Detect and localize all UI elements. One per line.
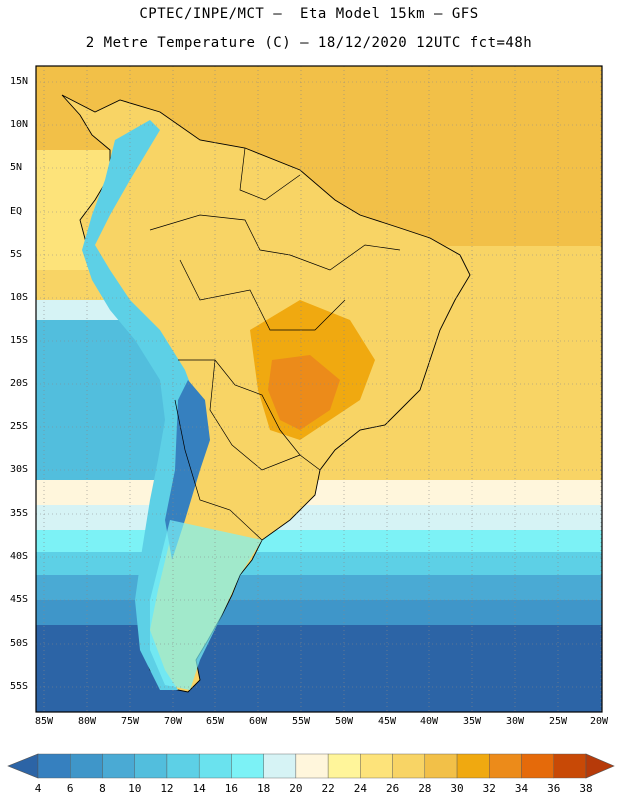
colorbar-cell [392,753,426,779]
field-band-18 [36,530,602,555]
lat-label: 5S [10,249,23,260]
lon-label: 50W [334,716,354,727]
lat-label: 15S [10,335,29,346]
lon-label: 55W [291,716,311,727]
colorbar-cell [360,753,393,779]
colorbar-tick-label: 28 [418,782,432,795]
colorbar-cell [134,753,168,779]
patagonia-cool [150,520,262,690]
colorbar-tick-label: 22 [321,782,335,795]
colorbar-arrow-low [7,753,39,779]
colorbar-tick-label: 14 [192,782,206,795]
andes-cold-ridge [82,120,200,690]
field-band-6 [36,625,602,712]
colorbar-tick-label: 18 [257,782,271,795]
colorbar [7,753,615,779]
colorbar-tick-label: 8 [99,782,106,795]
lat-label: 25S [10,421,29,432]
colorbar-cell [102,753,135,779]
colorbar-tick-label: 30 [450,782,464,795]
lon-label: 45W [377,716,397,727]
title-line-2: 2 Metre Temperature (C) – 18/12/2020 12U… [85,35,533,51]
colorbar-cell [198,753,232,779]
colorbar-cell [295,753,329,779]
colorbar-cell [521,753,554,779]
lat-label: 55S [10,681,29,692]
lat-label: 5N [10,162,23,173]
colorbar-tick-label: 4 [34,782,42,795]
colorbar-cell [553,753,587,779]
lat-label: 35S [10,508,29,519]
colorbar-cell [70,753,103,779]
lat-label: 10N [10,119,29,130]
lat-label: 20S [10,378,29,389]
lon-label: 30W [505,716,525,727]
lat-label: 10S [10,292,29,303]
lat-label: 30S [10,464,29,475]
lat-label: 50S [10,638,29,649]
lon-label: 75W [120,716,140,727]
field-interior-34 [268,355,340,430]
colorbar-tick-label: 6 [66,782,74,795]
lat-label: 15N [10,76,29,87]
colorbar-cell [424,753,458,779]
lat-label: EQ [10,206,23,217]
colorbar-tick-label: 16 [224,782,239,795]
colorbar-tick-label: 38 [579,782,593,795]
lon-label: 65W [205,716,225,727]
lon-label: 60W [248,716,268,727]
colorbar-cell [456,753,490,779]
lon-label: 85W [34,716,54,727]
lon-label: 80W [77,716,97,727]
colorbar-cell [231,753,264,779]
colorbar-tick-label: 24 [353,782,367,795]
country-borders [149,147,401,541]
lon-label: 35W [462,716,482,727]
title-line-1: CPTEC/INPE/MCT – Eta Model 15km – GFS [139,6,479,22]
colorbar-tick-label: 26 [385,782,400,795]
colorbar-cell [327,753,361,779]
lon-label: 20W [589,716,609,727]
colorbar-cell [263,753,297,779]
lat-label: 45S [10,594,29,605]
colorbar-cell [166,753,200,779]
colorbar-cell [37,753,71,779]
andes-coldest [165,380,210,560]
lat-label: 40S [10,551,29,562]
colorbar-tick-label: 34 [514,782,529,795]
lon-label: 25W [548,716,568,727]
colorbar-tick-label: 12 [160,782,174,795]
colorbar-tick-label: 10 [128,782,142,795]
lon-label: 40W [419,716,439,727]
colorbar-arrow-high [585,753,615,779]
colorbar-cell [489,753,522,779]
colorbar-tick-label: 20 [289,782,303,795]
colorbar-tick-label: 32 [482,782,496,795]
map-frame [35,65,603,713]
temperature-field [36,66,602,712]
lon-label: 70W [163,716,183,727]
colorbar-tick-label: 36 [547,782,561,795]
